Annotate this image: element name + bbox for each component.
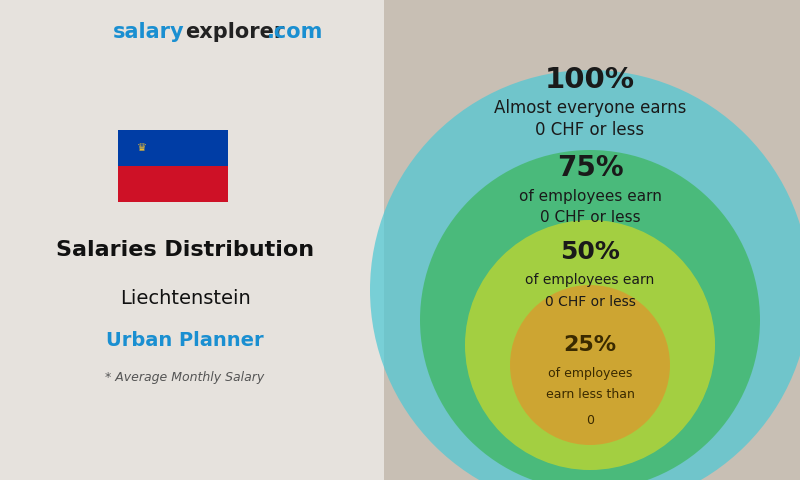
Text: Urban Planner: Urban Planner <box>106 331 264 349</box>
Text: 75%: 75% <box>557 154 623 182</box>
Text: * Average Monthly Salary: * Average Monthly Salary <box>106 372 265 384</box>
Circle shape <box>420 150 760 480</box>
Text: 25%: 25% <box>563 335 617 355</box>
Text: of employees earn: of employees earn <box>518 189 662 204</box>
Text: Almost everyone earns: Almost everyone earns <box>494 99 686 117</box>
Text: of employees: of employees <box>548 367 632 380</box>
Text: of employees earn: of employees earn <box>526 273 654 287</box>
Text: 50%: 50% <box>560 240 620 264</box>
Text: 0: 0 <box>586 413 594 427</box>
Bar <box>118 166 228 202</box>
Text: 100%: 100% <box>545 66 635 94</box>
Text: 0 CHF or less: 0 CHF or less <box>535 121 645 139</box>
Text: Salaries Distribution: Salaries Distribution <box>56 240 314 260</box>
Text: ♛: ♛ <box>138 143 147 153</box>
Circle shape <box>370 70 800 480</box>
Text: Liechtenstein: Liechtenstein <box>120 288 250 308</box>
Text: 0 CHF or less: 0 CHF or less <box>540 211 640 226</box>
Circle shape <box>465 220 715 470</box>
Bar <box>118 130 228 166</box>
Text: 0 CHF or less: 0 CHF or less <box>545 295 635 309</box>
Text: salary: salary <box>114 22 185 42</box>
Bar <box>0 0 384 480</box>
Circle shape <box>510 285 670 445</box>
Text: .com: .com <box>267 22 323 42</box>
Text: explorer: explorer <box>185 22 284 42</box>
Text: earn less than: earn less than <box>546 388 634 401</box>
